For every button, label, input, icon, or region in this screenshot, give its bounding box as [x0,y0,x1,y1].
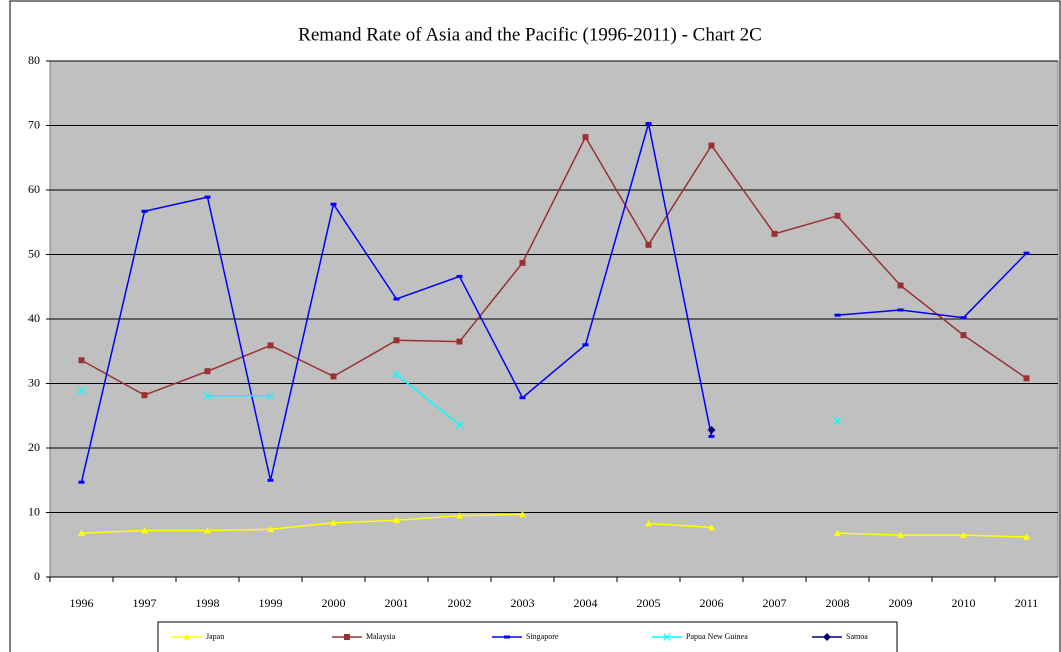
y-tick-label: 30 [28,375,40,389]
marker [456,274,463,278]
marker [141,527,148,534]
marker [267,478,274,482]
marker [708,523,715,531]
marker [141,392,148,399]
x-tick-label: 2004 [574,596,598,610]
x-tick-label: 1996 [70,596,94,610]
x-tick-label: 2008 [826,596,850,610]
marker [456,338,463,345]
x-tick-label: 1998 [196,596,220,610]
legend-label: Japan [206,632,224,641]
marker [645,122,652,126]
x-tick-label: 2005 [637,596,661,610]
y-tick-label: 20 [28,440,40,454]
legend-label: Samoa [846,632,868,641]
x-tick-label: 1999 [259,596,283,610]
marker [204,195,211,199]
x-tick-label: 2003 [511,596,535,610]
chart-title: Remand Rate of Asia and the Pacific (199… [298,24,762,45]
x-tick-label: 2009 [889,596,913,610]
y-tick-label: 70 [28,117,40,131]
x-tick-label: 2011 [1015,596,1039,610]
marker [663,633,671,641]
y-tick-label: 0 [34,569,40,583]
marker [330,373,337,380]
marker [266,391,275,400]
series-line [81,513,1027,538]
marker [456,512,463,519]
marker [823,633,831,641]
marker [267,525,274,533]
marker [1023,251,1030,255]
marker [771,230,778,237]
marker [960,332,967,339]
x-tick-label: 1997 [133,596,157,610]
y-tick-label: 10 [28,504,40,518]
marker [330,202,337,206]
x-tick-label: 2000 [322,596,346,610]
marker [708,434,715,438]
marker [519,259,526,266]
y-tick-label: 60 [28,182,40,196]
x-tick-label: 2007 [763,596,787,610]
marker [834,313,841,317]
marker [897,308,904,312]
marker [519,510,526,518]
marker [1023,533,1030,540]
marker [519,396,526,400]
y-tick-label: 80 [28,53,40,67]
marker [344,634,350,640]
marker [645,519,652,527]
y-tick-label: 40 [28,311,40,325]
marker [141,209,148,213]
marker [897,282,904,289]
legend [157,621,898,652]
marker [504,635,510,639]
x-tick-label: 2001 [385,596,409,610]
marker [203,391,212,400]
marker [78,529,85,536]
marker [834,212,841,219]
marker [582,343,589,347]
marker [455,420,464,429]
legend-label: Singapore [526,632,559,641]
marker [77,386,86,395]
marker [393,516,400,524]
marker [204,368,211,375]
marker [78,480,85,484]
marker [267,342,274,349]
marker [204,527,211,534]
marker [960,316,967,320]
marker [330,519,337,526]
x-tick-label: 2006 [700,596,724,610]
marker [393,337,400,344]
marker [833,416,842,425]
marker [78,357,85,364]
marker [582,134,589,141]
marker [834,529,841,536]
marker [960,531,967,538]
marker [897,531,904,538]
legend-label: Papua New Guinea [686,632,748,641]
x-tick-label: 2002 [448,596,472,610]
legend-label: Malaysia [366,632,396,641]
marker [393,297,400,301]
marker [1023,375,1030,382]
marker [707,425,716,434]
marker [392,370,401,379]
x-tick-label: 2010 [952,596,976,610]
marker [645,241,652,248]
series-line [81,135,1027,396]
marker [183,633,191,640]
marker [708,142,715,149]
y-tick-label: 50 [28,246,40,260]
